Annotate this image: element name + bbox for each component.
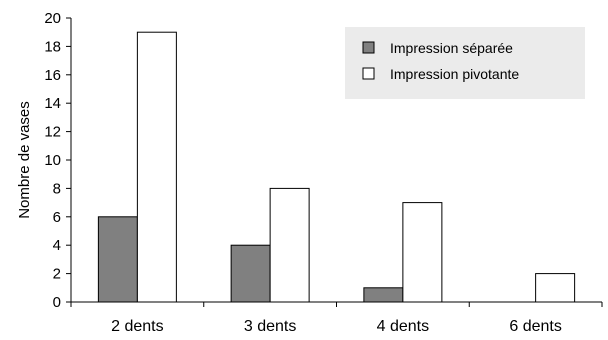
bar-pivotante xyxy=(136,31,177,303)
legend: Impression séparée Impression pivotante xyxy=(345,27,585,99)
legend-label: Impression pivotante xyxy=(390,66,519,82)
bar-separee xyxy=(230,244,271,303)
bar-separee xyxy=(97,216,138,303)
legend-items: Impression séparée Impression pivotante xyxy=(362,40,519,82)
x-category-label: 3 dents xyxy=(244,318,296,335)
x-category-label: 6 dents xyxy=(509,318,561,335)
y-tick-label: 10 xyxy=(44,152,61,169)
x-category-label: 2 dents xyxy=(111,318,163,335)
x-ticks xyxy=(70,302,603,307)
y-tick-label: 6 xyxy=(53,209,61,226)
y-axis-title: Nombre de vases xyxy=(16,101,33,219)
bar-separee xyxy=(363,287,404,303)
y-tick-label: 8 xyxy=(53,180,61,197)
y-tick-label: 4 xyxy=(53,237,61,254)
y-ticks: 0 2 4 6 8 10 12 14 16 18 20 xyxy=(44,10,71,311)
bar-pivotante xyxy=(535,273,576,303)
x-category-label: 4 dents xyxy=(377,318,429,335)
y-tick-label: 12 xyxy=(44,124,61,141)
legend-swatch xyxy=(362,67,375,80)
y-tick-label: 20 xyxy=(44,10,61,27)
bar-pivotante xyxy=(269,187,310,303)
bars xyxy=(97,31,576,303)
legend-label: Impression séparée xyxy=(390,40,513,56)
y-tick-label: 2 xyxy=(53,266,61,283)
category-labels: 2 dents 3 dents 4 dents 6 dents xyxy=(111,318,562,335)
y-tick-label: 14 xyxy=(44,95,61,112)
y-tick-label: 0 xyxy=(53,294,61,311)
y-tick-label: 16 xyxy=(44,67,61,84)
bar-pivotante xyxy=(402,202,443,303)
legend-background xyxy=(345,27,585,99)
y-tick-label: 18 xyxy=(44,38,61,55)
legend-swatch xyxy=(362,41,375,54)
